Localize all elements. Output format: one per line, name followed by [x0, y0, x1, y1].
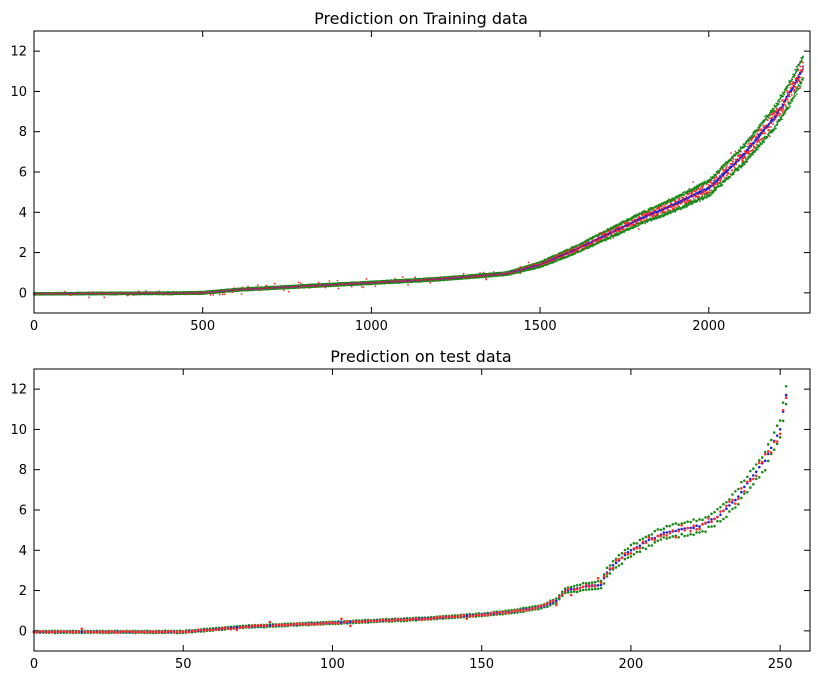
- training-point-prediction: [223, 293, 226, 296]
- training-ytick-label: 6: [19, 166, 27, 181]
- training-point-prediction: [374, 285, 377, 288]
- training-point-prediction: [414, 276, 416, 279]
- training-point-prediction: [221, 293, 224, 296]
- training-point-prediction: [362, 286, 365, 289]
- training-point-prediction: [218, 293, 221, 296]
- training-chart-title: Prediction on Training data: [314, 9, 528, 28]
- training-point-prediction: [299, 282, 302, 285]
- training-point-prediction: [287, 290, 290, 293]
- training-point-prediction: [126, 294, 129, 297]
- training-point-prediction: [328, 280, 331, 282]
- training-xtick-label: 1000: [355, 319, 388, 334]
- training-point-prediction: [273, 282, 276, 285]
- training-point-prediction: [144, 289, 147, 292]
- training-point-prediction: [103, 296, 106, 299]
- training-point-prediction: [297, 281, 300, 284]
- training-point-prediction: [429, 281, 432, 284]
- training-point-prediction: [209, 293, 212, 296]
- training-point-prediction: [350, 285, 353, 288]
- training-ytick-label: 10: [10, 85, 27, 100]
- training-ytick-label: 4: [19, 206, 27, 221]
- training-point-prediction: [401, 276, 404, 278]
- training-ytick-label: 0: [19, 286, 27, 301]
- training-point-prediction: [360, 286, 363, 288]
- training-chart-ticks: 0 500 1000 1500 2000 0 2 4 6 8 10 12: [10, 31, 810, 334]
- training-point-prediction: [337, 287, 340, 290]
- training-point-prediction: [282, 289, 285, 292]
- training-point-prediction: [88, 296, 90, 299]
- training-chart: Prediction on Training data 0 500 1000 1500…: [10, 9, 811, 334]
- training-point-prediction: [212, 293, 215, 296]
- training-xtick-label: 1500: [524, 319, 557, 334]
- training-ytick-label: 12: [10, 45, 27, 60]
- training-point-prediction: [256, 284, 259, 287]
- training-ytick-label: 8: [19, 125, 27, 140]
- training-ytick-label: 2: [19, 246, 27, 261]
- training-point-prediction: [240, 293, 243, 295]
- training-chart-points: [33, 55, 805, 299]
- training-xtick-label: 500: [190, 319, 215, 334]
- training-point-prediction: [407, 283, 409, 286]
- training-point-prediction: [365, 278, 368, 280]
- training-xtick-label: 0: [30, 319, 38, 334]
- training-xtick-label: 2000: [692, 319, 725, 334]
- training-point-prediction: [336, 279, 339, 282]
